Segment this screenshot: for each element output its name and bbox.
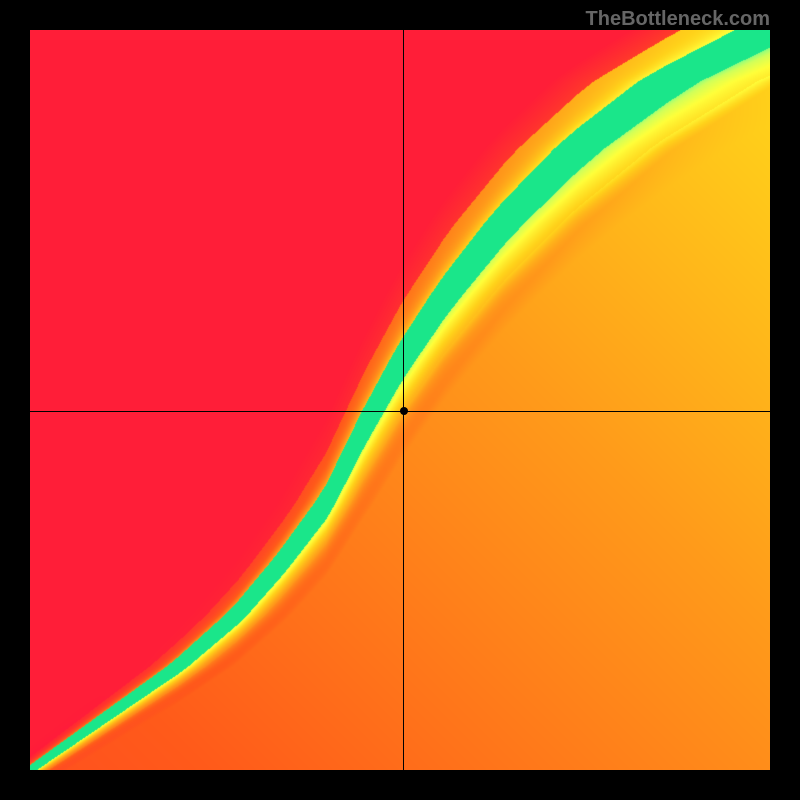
heatmap-canvas xyxy=(30,30,770,770)
watermark-text: TheBottleneck.com xyxy=(586,8,770,31)
heatmap-plot xyxy=(30,30,770,770)
bottleneck-marker xyxy=(400,407,408,415)
crosshair-vertical xyxy=(403,30,404,770)
chart-container: TheBottleneck.com xyxy=(0,0,800,800)
